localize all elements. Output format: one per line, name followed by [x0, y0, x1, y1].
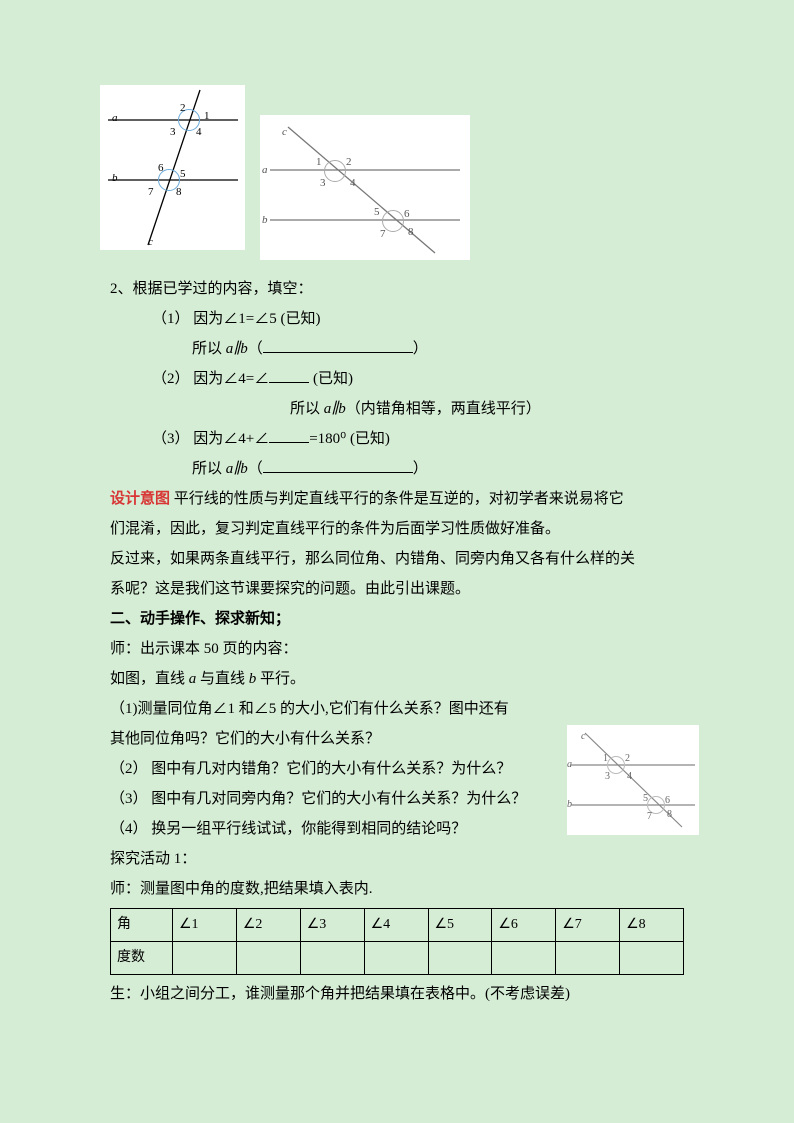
diagram-3: c a b 1 2 3 4 5 6 7 8	[567, 725, 699, 835]
table-row: 度数	[111, 942, 684, 975]
transition-1: 反过来，如果两条直线平行，那么同位角、内错角、同旁内角又各有什么样的关	[110, 544, 684, 574]
section-2-title: 二、动手操作、探求新知；	[110, 604, 684, 634]
activity-1: 探究活动 1：	[110, 844, 684, 874]
design-intent-2: 们混淆，因此，复习判定直线平行的条件为后面学习性质做好准备。	[110, 514, 684, 544]
table-row: 角∠1∠2∠3∠4∠5∠6∠7∠8	[111, 909, 684, 942]
design-intent-1: 设计意图 平行线的性质与判定直线平行的条件是互逆的，对初学者来说易将它	[110, 484, 684, 514]
q2-2a: （2） 因为∠4=∠ (已知)	[110, 364, 684, 394]
s2-1: 师：出示课本 50 页的内容：	[110, 634, 684, 664]
diagram-row: a b c 1 2 3 4 5 6 7 8 c a b 1 2 3 4 5 6 …	[100, 85, 684, 260]
q2-3b: 所以 a∥b（）	[110, 454, 684, 484]
q2-intro: 2、根据已学过的内容，填空：	[110, 274, 684, 304]
q2-2b: 所以 a∥b（内错角相等，两直线平行）	[110, 394, 684, 424]
q2-1a: （1） 因为∠1=∠5 (已知)	[110, 304, 684, 334]
activity-1-task: 师：测量图中角的度数,把结果填入表内.	[110, 874, 684, 904]
final-line: 生：小组之间分工，谁测量那个角并把结果填在表格中。(不考虑误差)	[110, 979, 684, 1009]
diagram-1: a b c 1 2 3 4 5 6 7 8	[100, 85, 245, 250]
angle-table: 角∠1∠2∠3∠4∠5∠6∠7∠8 度数	[110, 908, 684, 975]
q2-1b: 所以 a∥b（）	[110, 334, 684, 364]
s2-3: （1)测量同位角∠1 和∠5 的大小,它们有什么关系？图中还有	[110, 694, 684, 724]
s2-2: 如图，直线 a 与直线 b 平行。	[110, 664, 684, 694]
diagram-2: c a b 1 2 3 4 5 6 7 8	[260, 115, 470, 260]
q2-3a: （3） 因为∠4+∠=180⁰ (已知)	[110, 424, 684, 454]
transition-2: 系呢？这是我们这节课要探究的问题。由此引出课题。	[110, 574, 684, 604]
